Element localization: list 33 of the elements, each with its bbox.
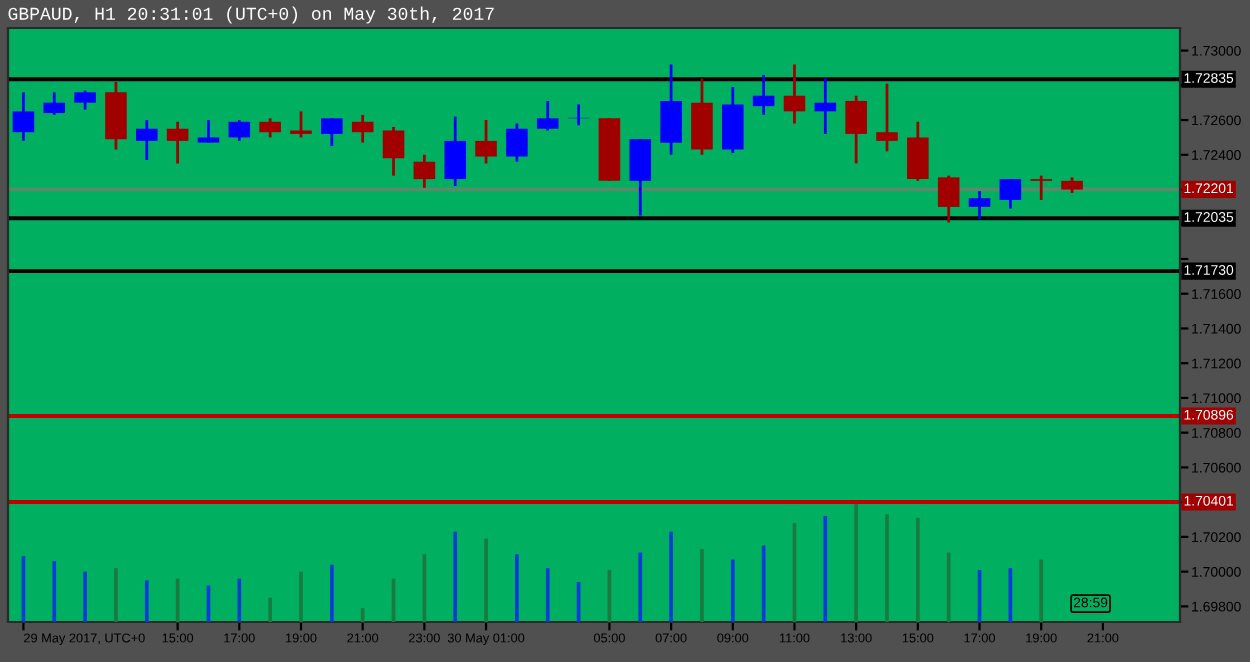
candlestick xyxy=(783,63,806,125)
candlestick xyxy=(166,120,189,165)
candlestick xyxy=(752,73,775,117)
candlestick xyxy=(43,90,66,117)
candlestick xyxy=(197,118,220,145)
candlestick xyxy=(660,63,682,157)
candlestick xyxy=(413,153,436,190)
candlestick xyxy=(999,177,1022,211)
candlestick xyxy=(814,76,837,136)
candlestick xyxy=(74,89,96,112)
chart-title: GBPAUD, H1 20:31:01 (UTC+0) on May 30th, 2017 xyxy=(8,6,494,24)
candlestick xyxy=(907,120,929,183)
candlestick xyxy=(629,137,652,217)
candlestick xyxy=(876,82,898,153)
candlestick xyxy=(1030,174,1053,202)
candlestick xyxy=(937,174,960,224)
candlestick xyxy=(259,116,281,139)
candlestick xyxy=(444,115,467,188)
candlestick xyxy=(845,94,867,165)
candlestick xyxy=(968,189,991,221)
candlestick xyxy=(721,85,744,155)
candlestick xyxy=(135,118,158,162)
candlestick xyxy=(12,90,35,143)
candlestick xyxy=(351,113,374,145)
candlestick xyxy=(506,122,528,164)
candlestick xyxy=(228,118,251,143)
candlestick xyxy=(382,125,405,178)
candlestick xyxy=(536,99,559,132)
candlestick xyxy=(691,76,713,157)
candlestick xyxy=(321,116,343,148)
candlestick xyxy=(290,109,312,139)
candlestick xyxy=(105,80,127,151)
candlestick xyxy=(475,118,497,165)
